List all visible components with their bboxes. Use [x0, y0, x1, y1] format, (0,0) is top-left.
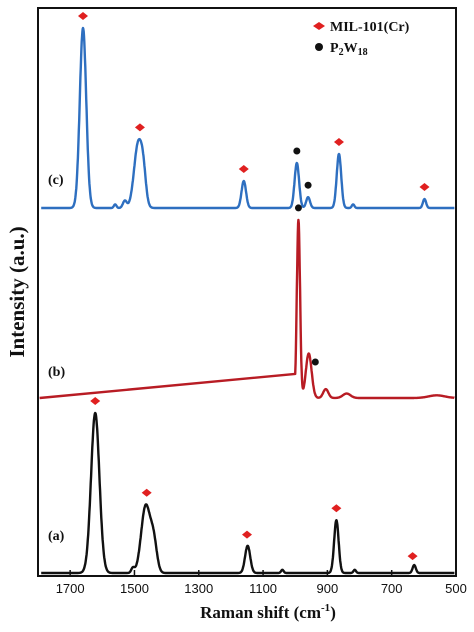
- legend-circle-marker: [315, 43, 323, 51]
- plot-frame: [37, 7, 457, 577]
- y-axis-title: Intensity (a.u.): [5, 226, 29, 357]
- x-axis-title: Raman shift (cm-1): [200, 602, 336, 622]
- x-tick-label: 1100: [249, 581, 277, 596]
- peak-marker-mil101: [419, 183, 430, 191]
- x-tick-label: 500: [445, 581, 467, 596]
- series-layer: [39, 26, 456, 575]
- peak-marker-mil101: [238, 165, 249, 173]
- legend-label-mil101: MIL-101(Cr): [330, 20, 410, 35]
- trace-label-a: (a): [48, 529, 65, 544]
- legend-label-p2w18: P2W18: [330, 41, 368, 58]
- legend-diamond-marker: [313, 22, 325, 30]
- peak-marker-mil101: [134, 123, 145, 132]
- series-line-a: [40, 411, 456, 575]
- legend: MIL-101(Cr) P2W18: [313, 20, 410, 58]
- trace-label-b: (b): [48, 365, 65, 380]
- peak-marker-p2w18: [304, 181, 312, 189]
- peak-marker-mil101: [90, 397, 101, 405]
- x-tick-label: 900: [317, 581, 339, 596]
- peak-marker-mil101: [242, 530, 252, 539]
- peak-markers: [78, 12, 430, 561]
- series-line-b: [39, 218, 456, 400]
- x-tick-label: 1700: [56, 581, 85, 596]
- peak-marker-mil101: [333, 138, 344, 146]
- peak-marker-mil101: [331, 504, 342, 513]
- x-tick-label: 700: [381, 581, 403, 596]
- peak-marker-mil101: [78, 12, 89, 20]
- trace-label-c: (c): [48, 173, 64, 188]
- peak-marker-mil101: [407, 552, 418, 561]
- x-tick-label: 1300: [184, 581, 213, 596]
- peak-marker-p2w18: [294, 204, 302, 212]
- peak-marker-p2w18: [311, 358, 319, 366]
- x-tick-label: 1500: [120, 581, 149, 596]
- peak-marker-mil101: [141, 488, 152, 497]
- peak-marker-p2w18: [293, 147, 301, 155]
- series-line-c: [40, 26, 456, 210]
